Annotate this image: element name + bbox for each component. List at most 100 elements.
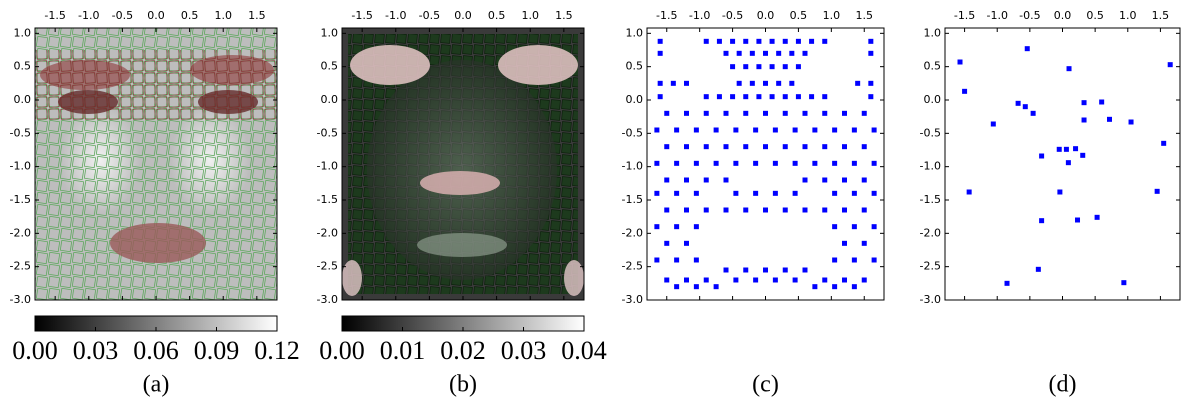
- x-tick-label: -0.5: [1019, 9, 1040, 22]
- point: [832, 224, 838, 230]
- point: [871, 127, 877, 133]
- point: [1065, 160, 1071, 166]
- point: [851, 284, 857, 290]
- y-tick-label: 0.0: [626, 93, 644, 106]
- point: [756, 64, 762, 70]
- point: [772, 277, 778, 283]
- x-tick-label: 1.5: [856, 9, 874, 22]
- region: [350, 45, 430, 85]
- point: [868, 80, 874, 86]
- x-tick-label: -1.0: [986, 9, 1007, 22]
- point: [703, 38, 709, 44]
- point: [1066, 66, 1072, 72]
- y-tick-label: -1.5: [10, 193, 31, 206]
- point: [782, 144, 788, 150]
- point: [654, 160, 660, 166]
- point: [795, 64, 801, 70]
- point: [743, 110, 749, 116]
- point: [868, 94, 874, 100]
- point: [1081, 100, 1087, 106]
- point: [743, 64, 749, 70]
- point: [654, 127, 660, 133]
- y-tick-label: -1.0: [317, 160, 338, 173]
- point: [1128, 119, 1134, 125]
- point: [684, 80, 689, 86]
- point: [1154, 188, 1160, 194]
- point: [772, 190, 778, 196]
- region: [420, 171, 500, 195]
- point: [674, 284, 680, 290]
- point: [716, 94, 722, 100]
- y-tick-label: -2.5: [622, 260, 643, 273]
- caption: (d): [1049, 372, 1077, 398]
- point: [730, 64, 736, 70]
- point: [703, 144, 709, 150]
- x-tick-label: 0.0: [1054, 9, 1072, 22]
- point: [795, 38, 801, 44]
- point: [703, 110, 709, 116]
- colorbar-tick-label: 0.01: [380, 336, 426, 365]
- colorbar-tick-label: 0.03: [73, 336, 119, 365]
- point: [716, 38, 722, 44]
- point: [1094, 214, 1100, 220]
- point: [763, 80, 768, 86]
- point: [733, 277, 739, 283]
- x-tick-label: -0.5: [722, 9, 743, 22]
- point: [753, 277, 759, 283]
- point: [664, 110, 670, 116]
- point: [772, 160, 778, 166]
- point: [842, 277, 847, 283]
- y-tick-label: -2.0: [317, 226, 338, 239]
- point: [769, 38, 775, 44]
- point: [654, 257, 660, 263]
- point: [1056, 146, 1062, 152]
- point: [670, 80, 676, 86]
- point: [1161, 140, 1167, 146]
- point: [713, 160, 719, 166]
- point: [795, 94, 801, 100]
- y-tick-label: -2.0: [920, 226, 941, 239]
- point: [769, 64, 775, 70]
- point: [743, 38, 749, 44]
- point: [1039, 218, 1045, 224]
- point: [664, 177, 670, 183]
- point: [1073, 146, 1079, 152]
- image-b: [342, 28, 584, 300]
- point: [782, 267, 788, 273]
- x-tick-label: -1.5: [656, 9, 677, 22]
- point: [789, 80, 795, 86]
- point: [782, 64, 788, 70]
- point: [782, 94, 788, 100]
- point: [703, 94, 709, 100]
- point: [713, 284, 719, 290]
- point: [802, 110, 808, 116]
- point: [693, 224, 699, 230]
- point: [861, 240, 867, 246]
- point: [713, 127, 719, 133]
- point: [1022, 104, 1028, 110]
- point: [822, 207, 828, 213]
- y-tick-label: -1.5: [920, 193, 941, 206]
- point: [1075, 217, 1081, 223]
- y-tick-label: -3.0: [622, 293, 643, 306]
- point: [868, 50, 874, 56]
- image-a: [35, 28, 277, 300]
- y-tick-label: 0.0: [14, 93, 32, 106]
- point: [822, 277, 828, 283]
- point: [723, 50, 729, 56]
- caption: (b): [449, 372, 477, 398]
- point: [743, 267, 749, 273]
- point: [776, 80, 782, 86]
- y-tick-label: -2.5: [10, 260, 31, 273]
- point: [674, 257, 680, 263]
- face-shade: [367, 60, 557, 280]
- point: [802, 177, 808, 183]
- point: [763, 267, 768, 273]
- y-tick-label: -1.5: [622, 193, 643, 206]
- y-tick-label: -2.0: [10, 226, 31, 239]
- point: [861, 277, 867, 283]
- point: [684, 207, 689, 213]
- point: [789, 50, 795, 56]
- point: [1081, 117, 1087, 123]
